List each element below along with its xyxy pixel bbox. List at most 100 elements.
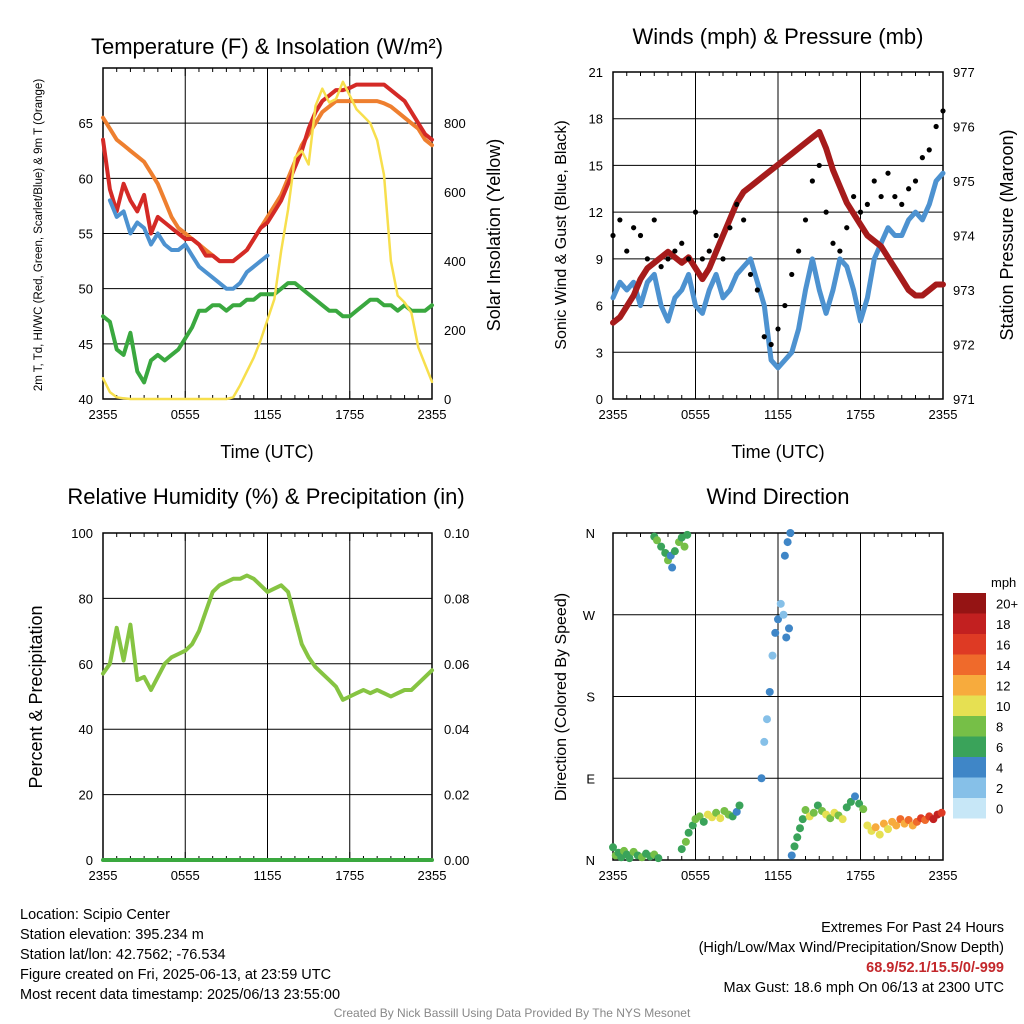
direction-point: [892, 821, 901, 830]
direction-point: [879, 819, 888, 828]
direction-title: Wind Direction: [706, 484, 849, 509]
speed-colorbar: mph 20+ 18 16 14 12 10 8 6 4 2 0: [953, 575, 1018, 819]
y-right-tick-label: 0.08: [444, 591, 469, 606]
extremes-values: 68.9/52.1/15.5/0/-999: [866, 960, 1004, 976]
y-right-tick-label: 0.04: [444, 722, 469, 737]
direction-point: [859, 805, 868, 814]
y-tick-label: 60: [79, 171, 93, 186]
latlon-text: Station lat/lon: 42.7562; -76.534: [20, 947, 226, 963]
y-tick-label: 55: [79, 227, 93, 242]
x-tick-label: 1155: [254, 407, 282, 422]
gust-point: [809, 178, 815, 184]
created-text: Figure created on Fri, 2025-06-13, at 23…: [20, 967, 332, 983]
direction-point: [680, 542, 689, 551]
temperature-title-part1: Temperature (F) & Insolation (W/m²): [91, 34, 443, 59]
direction-point: [786, 529, 795, 537]
gust-point: [761, 334, 767, 340]
winds-ylabel: Sonic Wind & Gust (Blue, Black): [553, 120, 570, 349]
elevation-text: Station elevation: 395.234 m: [20, 927, 204, 943]
direction-point: [801, 806, 810, 815]
x-tick-label: 0555: [171, 407, 200, 422]
winds-title: Winds (mph) & Pressure (mb): [633, 24, 924, 49]
gust-point: [926, 147, 932, 153]
y-tick-label: 20: [79, 788, 93, 803]
station-info: Location: Scipio Center Station elevatio…: [20, 905, 340, 1005]
gust-point: [768, 341, 774, 348]
y-tick-label: 50: [79, 282, 93, 297]
y-right-tick-label: 977: [953, 65, 975, 80]
gust-point: [851, 193, 857, 200]
colorbar-swatch: [953, 798, 986, 819]
direction-point: [699, 817, 708, 826]
gust-point: [624, 248, 630, 254]
y-tick-label: 0: [596, 392, 603, 407]
gust-point: [637, 232, 644, 239]
colorbar-swatch: [953, 716, 986, 737]
credit-text: Created By Nick Bassill Using Data Provi…: [333, 1006, 691, 1020]
series-line-blue: [610, 170, 946, 371]
y-right-tick-label: 200: [444, 323, 466, 338]
y-tick-label: 65: [79, 116, 93, 131]
x-tick-label: 0555: [681, 868, 710, 883]
gust-point: [816, 162, 822, 169]
y-tick-label: 100: [71, 526, 93, 541]
gust-point: [644, 256, 650, 262]
colorbar-swatch: [953, 634, 986, 655]
x-tick-label: 1755: [335, 407, 364, 422]
series-line-yellow: [101, 80, 434, 401]
temperature-panel: Temperature (F) & Insolation (W/m²) 2355…: [33, 34, 504, 462]
gust-point: [610, 232, 616, 239]
gust-point: [899, 201, 905, 207]
gust-point: [864, 201, 870, 207]
x-tick-label: 1755: [846, 868, 875, 883]
direction-point: [904, 816, 913, 825]
gust-point: [699, 256, 705, 262]
direction-point: [790, 842, 799, 851]
direction-point: [871, 823, 880, 832]
gust-point: [727, 225, 733, 231]
gust-point: [837, 248, 843, 254]
gust-point: [692, 209, 699, 215]
direction-point: [863, 821, 872, 830]
temperature-title: Temperature (F) & Insolation (W/m²): [91, 34, 443, 59]
x-tick-label: 1755: [846, 407, 875, 422]
direction-tick-label: S: [586, 690, 595, 705]
x-tick-label: 1155: [254, 868, 282, 883]
direction-point: [783, 538, 792, 547]
x-tick-label: 2355: [929, 868, 958, 883]
direction-point: [851, 792, 859, 801]
direction-point: [757, 774, 766, 783]
y-tick-label: 80: [79, 591, 93, 606]
y-right-tick-label: 600: [444, 185, 466, 200]
y-right-tick-label: 973: [953, 283, 975, 298]
gust-point: [878, 193, 884, 200]
direction-point: [716, 814, 725, 823]
y-tick-label: 3: [596, 345, 603, 360]
gust-point: [789, 271, 795, 278]
colorbar-label: 18: [996, 617, 1010, 632]
gust-point: [706, 248, 712, 254]
direction-point: [732, 807, 741, 816]
colorbar-swatch: [953, 695, 986, 716]
gust-point: [734, 201, 740, 207]
direction-point: [768, 651, 777, 660]
y-right-tick-label: 0.06: [444, 657, 469, 672]
x-tick-label: 2355: [418, 868, 447, 883]
y-right-tick-label: 0.00: [444, 853, 469, 868]
y-tick-label: 45: [79, 337, 93, 352]
x-tick-label: 2355: [929, 407, 958, 422]
x-tick-label: 1755: [335, 868, 364, 883]
direction-point: [842, 803, 851, 812]
colorbar-label: 16: [996, 637, 1010, 652]
y-right-tick-label: 972: [953, 338, 975, 353]
colorbar-swatch: [953, 757, 986, 778]
direction-point: [654, 854, 663, 863]
direction-point: [735, 801, 744, 810]
direction-point: [793, 833, 802, 842]
gust-point: [885, 170, 891, 176]
y-tick-label: 18: [589, 112, 603, 127]
direction-point: [760, 737, 769, 746]
gust-point: [754, 287, 760, 293]
gust-point: [665, 256, 671, 262]
direction-point: [771, 628, 780, 637]
